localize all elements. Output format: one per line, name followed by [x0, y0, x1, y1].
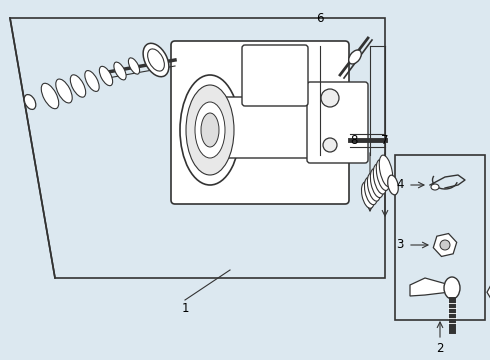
- Text: 6: 6: [316, 12, 324, 24]
- Ellipse shape: [41, 83, 59, 109]
- Ellipse shape: [195, 102, 225, 158]
- Ellipse shape: [365, 177, 378, 205]
- Ellipse shape: [85, 71, 99, 91]
- Ellipse shape: [370, 168, 384, 198]
- Ellipse shape: [71, 75, 86, 97]
- Ellipse shape: [388, 175, 398, 195]
- Ellipse shape: [376, 159, 390, 190]
- Text: 8: 8: [350, 134, 358, 147]
- Text: 7: 7: [381, 134, 389, 147]
- Ellipse shape: [321, 89, 339, 107]
- Ellipse shape: [186, 85, 234, 175]
- Ellipse shape: [56, 79, 72, 103]
- Bar: [395, 155, 485, 320]
- Ellipse shape: [379, 155, 393, 187]
- Text: 2: 2: [436, 342, 444, 355]
- Ellipse shape: [362, 182, 374, 208]
- Text: 3: 3: [396, 238, 404, 252]
- Ellipse shape: [180, 75, 240, 185]
- Ellipse shape: [143, 43, 169, 77]
- Ellipse shape: [24, 95, 36, 109]
- Text: 1: 1: [181, 302, 189, 315]
- FancyBboxPatch shape: [307, 82, 368, 163]
- Ellipse shape: [440, 240, 450, 250]
- Ellipse shape: [349, 50, 361, 64]
- Ellipse shape: [431, 184, 439, 190]
- FancyBboxPatch shape: [197, 97, 353, 158]
- Ellipse shape: [99, 66, 113, 86]
- FancyBboxPatch shape: [171, 41, 349, 204]
- Ellipse shape: [373, 164, 387, 194]
- Ellipse shape: [147, 49, 164, 71]
- Ellipse shape: [114, 62, 126, 80]
- Ellipse shape: [368, 173, 381, 201]
- Ellipse shape: [128, 58, 140, 74]
- Ellipse shape: [444, 277, 460, 299]
- Polygon shape: [410, 278, 450, 296]
- FancyBboxPatch shape: [242, 45, 308, 106]
- Polygon shape: [10, 18, 385, 278]
- Text: 4: 4: [396, 179, 404, 192]
- Ellipse shape: [323, 138, 337, 152]
- Ellipse shape: [201, 113, 219, 147]
